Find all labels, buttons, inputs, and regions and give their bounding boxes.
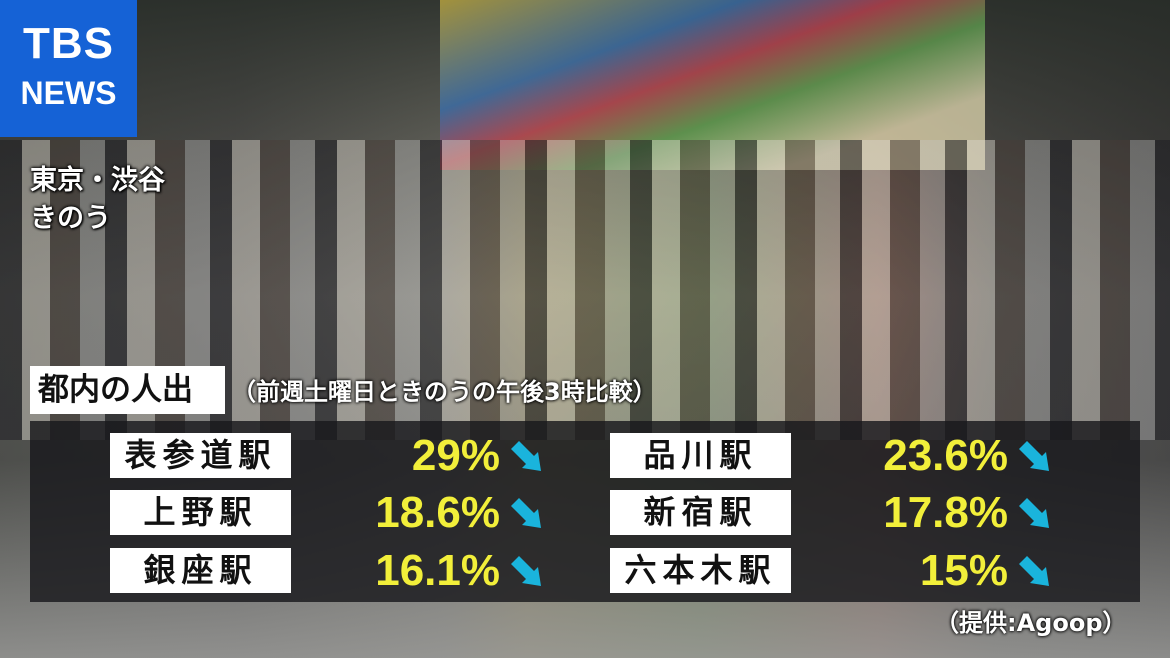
graphic-title: 都内の人出 (30, 366, 225, 414)
graphic-subtitle: （前週土曜日ときのうの午後3時比較） (232, 378, 657, 406)
arrow-down-right-icon (1019, 556, 1049, 586)
data-credit: （提供:Agoop） (935, 609, 1127, 637)
arrow-down-right-icon (511, 556, 541, 586)
tbs-news-logo: TBS NEWS (0, 0, 137, 137)
arrow-down-right-icon (1019, 441, 1049, 471)
station-change: 18.6% (375, 488, 500, 537)
station-name: 上野駅 (110, 490, 291, 535)
station-change: 15% (919, 546, 1008, 595)
logo-line2: NEWS (20, 75, 117, 111)
station-name: 表参道駅 (110, 433, 291, 478)
station-change: 17.8% (883, 488, 1008, 537)
logo-line1: TBS (23, 19, 114, 68)
station-change: 29% (411, 431, 500, 480)
station-change: 16.1% (375, 546, 500, 595)
station-name: 新宿駅 (610, 490, 791, 535)
arrow-down-right-icon (511, 441, 541, 471)
location-place: 東京・渋谷 (30, 165, 165, 196)
station-name: 六本木駅 (610, 548, 791, 593)
station-name: 銀座駅 (110, 548, 291, 593)
arrow-down-right-icon (511, 498, 541, 528)
arrow-down-right-icon (1019, 498, 1049, 528)
station-change: 23.6% (883, 431, 1008, 480)
station-name: 品川駅 (610, 433, 791, 478)
location-when: きのう (30, 203, 111, 234)
